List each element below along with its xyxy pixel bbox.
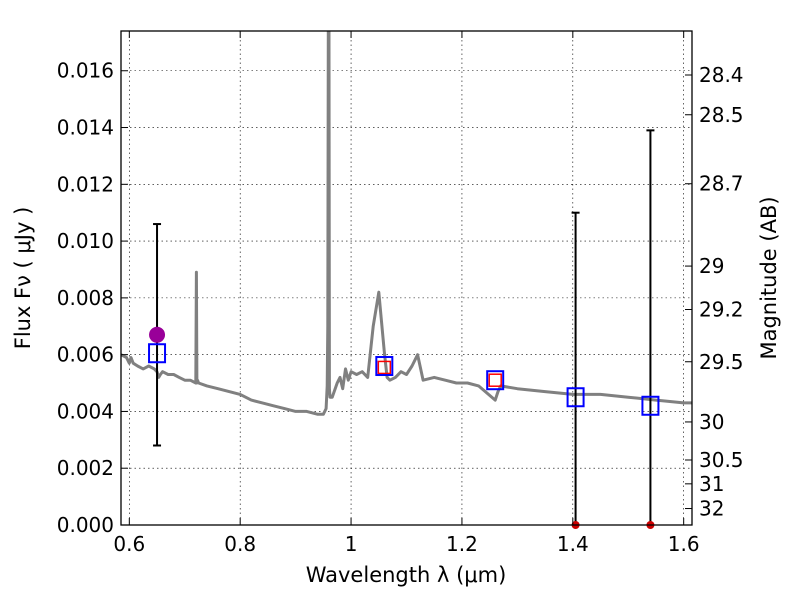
- sed-model-layer: [121, 31, 692, 416]
- observed-point: [566, 387, 585, 408]
- y-tick-label: 0.002: [57, 456, 114, 480]
- observed-point: [375, 356, 394, 377]
- y-tick-label: 0.010: [57, 229, 114, 253]
- mag-tick-label: 29: [699, 254, 724, 278]
- mag-tick-label: 30.5: [699, 448, 744, 472]
- x-tick-label: 1.6: [668, 532, 700, 556]
- mag-tick-label: 28.5: [699, 103, 744, 127]
- y-tick-label: 0.004: [57, 399, 114, 423]
- mag-tick-label: 32: [699, 497, 724, 521]
- y-tick-label: 0.008: [57, 286, 114, 310]
- y-tick-label: 0.000: [57, 513, 114, 537]
- observed-point: [641, 395, 660, 416]
- axis-ticks: 0.6 0.8 1 1.2 1.4 1.6 0.000 0.002 0.004 0.006 0.00…: [57, 31, 744, 556]
- mag-tick-label: 30: [699, 410, 724, 434]
- x-tick-label: 1.4: [557, 532, 589, 556]
- y-axis-right-title: Magnitude (AB): [757, 196, 781, 359]
- sed-model-line: [121, 31, 692, 416]
- y-tick-label: 0.012: [57, 172, 114, 196]
- mag-tick-label: 29.2: [699, 298, 744, 322]
- model-band-point: [488, 373, 502, 387]
- x-axis-title: Wavelength λ (μm): [306, 563, 507, 587]
- observed-point: [486, 370, 505, 391]
- x-tick-label: 1.2: [446, 532, 478, 556]
- plot-background: [121, 31, 692, 525]
- mag-tick-label: 28.4: [699, 63, 744, 87]
- y-axis-title: Flux Fν ( μJy ): [11, 207, 35, 350]
- y-tick-label: 0.014: [57, 116, 114, 140]
- x-tick-label: 1: [345, 532, 358, 556]
- plot-frame: [120, 30, 693, 526]
- x-tick-label: 0.6: [113, 532, 145, 556]
- model-band-point: [377, 360, 392, 375]
- photometry-points: [148, 129, 660, 529]
- y-tick-label: 0.006: [57, 343, 114, 367]
- mag-tick-label: 31: [699, 472, 724, 496]
- mag-tick-label: 28.7: [699, 172, 744, 196]
- mag-tick-label: 29.5: [699, 350, 744, 374]
- observed-point: [148, 343, 167, 364]
- x-tick-label: 0.8: [224, 532, 256, 556]
- extra-flux-point: [149, 326, 166, 343]
- y-tick-label: 0.016: [57, 59, 114, 83]
